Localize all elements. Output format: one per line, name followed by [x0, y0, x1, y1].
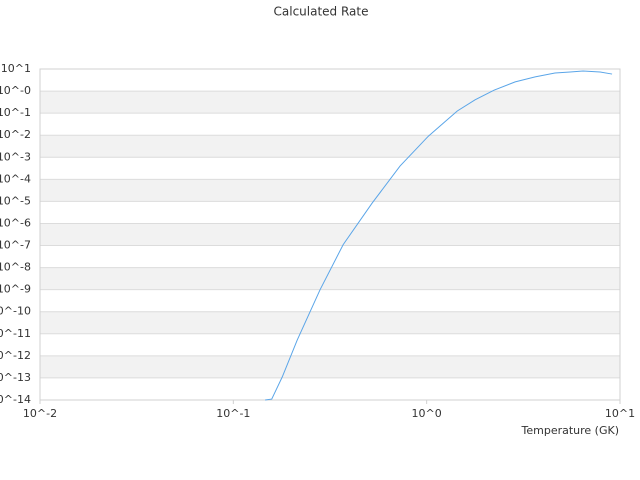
x-tick-label: 10^-2: [23, 407, 57, 420]
x-tick-label: 10^0: [412, 407, 442, 420]
plot-frame: [39, 68, 621, 401]
y-tick-label: 10^-4: [0, 172, 31, 185]
y-tick-label: 10^-2: [0, 128, 31, 141]
y-tick-label: 10^-5: [0, 194, 31, 207]
grid-band: [40, 91, 620, 114]
y-tick-label: 10^-1: [0, 106, 31, 119]
grid-band: [40, 135, 620, 158]
y-tick-label: 10^1: [1, 62, 31, 75]
y-tick-label: 10^-14: [0, 393, 31, 406]
y-tick-label: 10^-0: [0, 84, 31, 97]
y-tick-label: 10^-12: [0, 349, 31, 362]
y-tick-label: 10^-13: [0, 371, 31, 384]
grid-band: [40, 267, 620, 290]
y-tick-label: 10^-6: [0, 216, 31, 229]
grid-band: [40, 179, 620, 202]
y-tick-label: 10^-10: [0, 305, 31, 318]
y-tick-label: 10^-9: [0, 283, 31, 296]
y-tick-label: 10^-7: [0, 239, 31, 252]
grid-band: [40, 355, 620, 378]
y-tick-label: 10^-11: [0, 327, 31, 340]
data-line: [265, 70, 613, 401]
y-tick-label: 10^-8: [0, 261, 31, 274]
grid-band: [40, 223, 620, 246]
x-axis-label: Temperature (GK): [521, 424, 620, 437]
x-tick-label: 10^-1: [216, 407, 250, 420]
x-tick-label: 10^1: [605, 407, 635, 420]
chart-title: Calculated Rate: [274, 5, 369, 19]
grid-band: [40, 311, 620, 334]
y-tick-label: 10^-3: [0, 150, 31, 163]
